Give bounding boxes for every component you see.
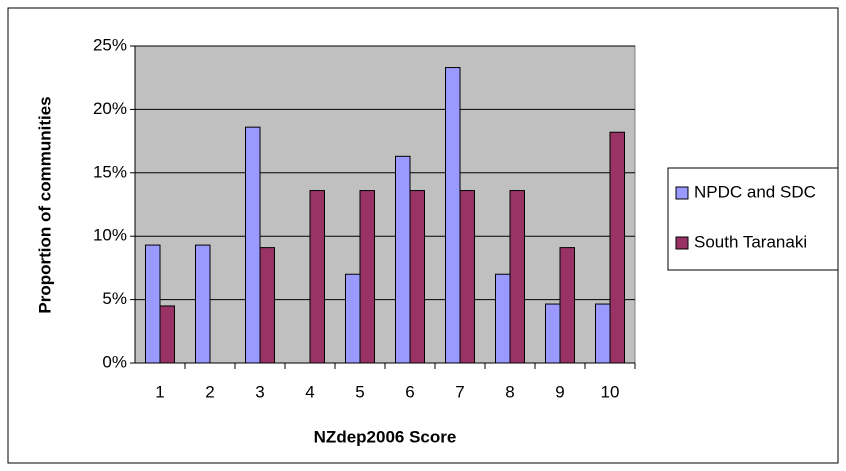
x-tick-label: 2 (205, 382, 214, 401)
x-tick-label: 8 (505, 382, 514, 401)
bar (545, 303, 561, 364)
y-tick-label: 25% (93, 35, 127, 54)
bar (145, 244, 161, 364)
y-tick-label: 5% (102, 289, 127, 308)
x-tick-label: 6 (405, 382, 414, 401)
y-axis-title: Proportion of communities (35, 96, 54, 313)
bar (195, 244, 211, 364)
bar (159, 305, 175, 364)
x-tick-label: 10 (601, 382, 620, 401)
bar (595, 303, 611, 364)
bar (495, 273, 511, 364)
bar (245, 126, 261, 364)
y-tick-label: 10% (93, 226, 127, 245)
x-tick-label: 7 (455, 382, 464, 401)
x-tick-label: 5 (355, 382, 364, 401)
x-tick-label: 1 (155, 382, 164, 401)
x-axis-title: NZdep2006 Score (314, 427, 457, 446)
legend-box (667, 167, 839, 271)
bar (459, 190, 475, 364)
bar (309, 190, 325, 364)
x-tick-label: 4 (305, 382, 314, 401)
legend-swatch (675, 236, 689, 250)
bar (559, 247, 575, 364)
bar (395, 155, 411, 364)
bar (445, 67, 461, 364)
bar (359, 190, 375, 364)
bar (509, 190, 525, 364)
y-tick-label: 15% (93, 162, 127, 181)
bar (609, 131, 625, 364)
bar (259, 247, 275, 364)
legend-label: South Taranaki (694, 232, 807, 251)
y-tick-label: 0% (102, 352, 127, 371)
x-tick-label: 9 (555, 382, 564, 401)
bar (409, 190, 425, 364)
bar (345, 273, 361, 364)
x-tick-label: 3 (255, 382, 264, 401)
y-tick-label: 20% (93, 99, 127, 118)
legend-label: NPDC and SDC (694, 182, 816, 201)
legend-swatch (675, 186, 689, 200)
